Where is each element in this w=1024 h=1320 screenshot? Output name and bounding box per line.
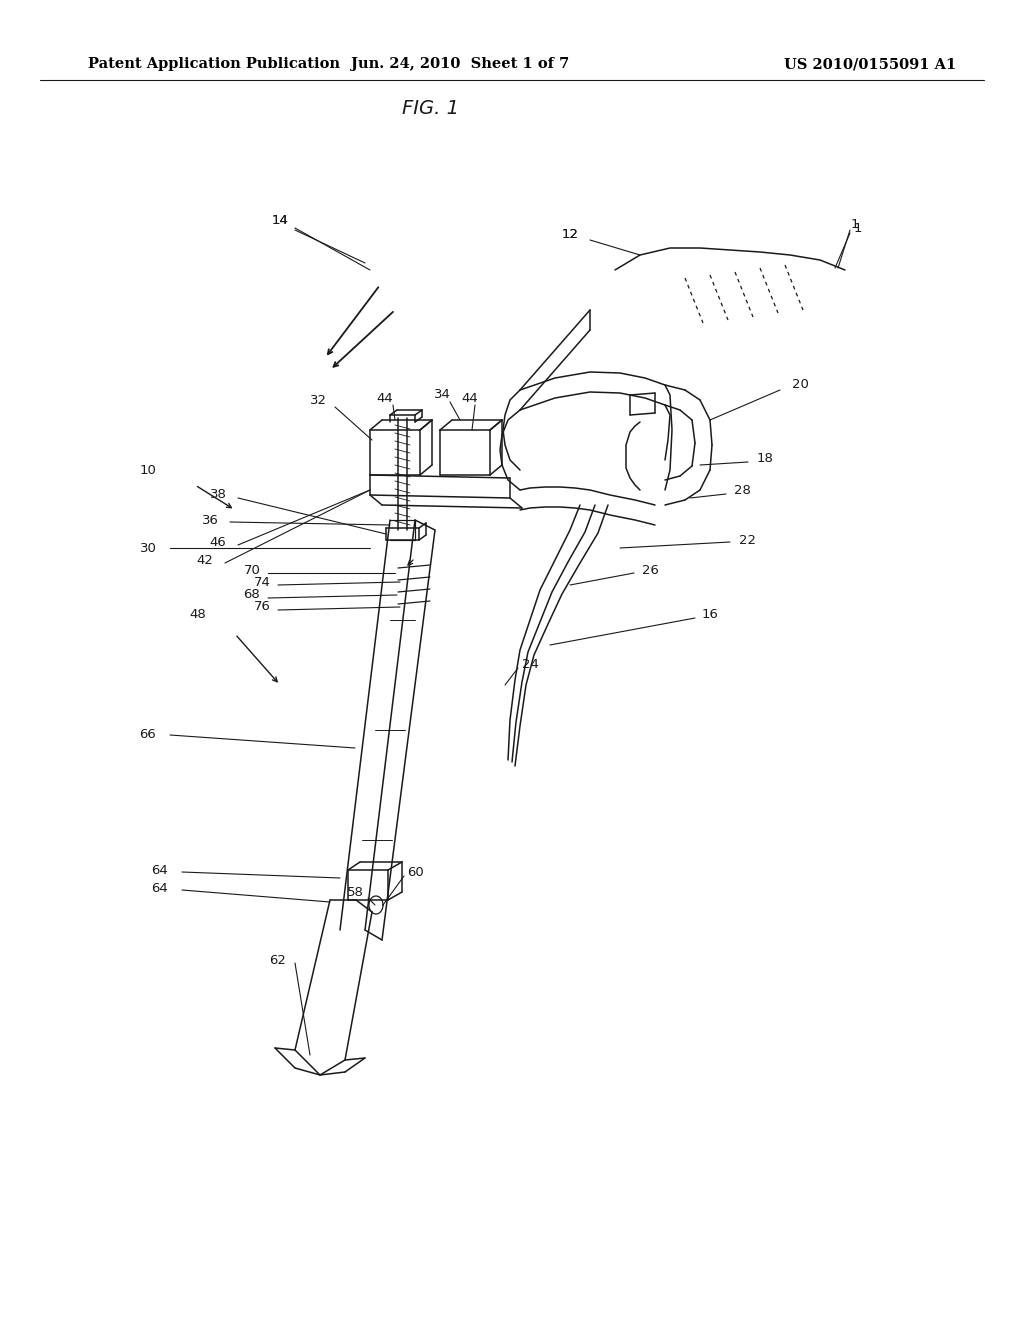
Text: 58: 58 [346, 886, 364, 899]
Text: 32: 32 [309, 393, 327, 407]
Text: 66: 66 [139, 729, 157, 742]
Text: 74: 74 [254, 576, 270, 589]
Text: 64: 64 [152, 882, 168, 895]
Text: 20: 20 [792, 379, 808, 392]
Text: 14: 14 [271, 214, 289, 227]
Text: 24: 24 [521, 659, 539, 672]
Text: 36: 36 [202, 513, 218, 527]
Text: 76: 76 [254, 601, 270, 614]
Text: 12: 12 [561, 228, 579, 242]
Text: 18: 18 [757, 451, 773, 465]
Text: 68: 68 [244, 589, 260, 602]
Text: 1: 1 [851, 219, 859, 231]
Text: 38: 38 [210, 488, 226, 502]
Text: 30: 30 [139, 541, 157, 554]
Text: 62: 62 [269, 953, 287, 966]
Text: 34: 34 [433, 388, 451, 401]
Text: 48: 48 [189, 607, 207, 620]
Text: 22: 22 [739, 533, 757, 546]
Text: 44: 44 [377, 392, 393, 404]
Text: Patent Application Publication: Patent Application Publication [88, 57, 340, 71]
Text: 26: 26 [642, 564, 658, 577]
Text: 70: 70 [244, 564, 260, 577]
Text: US 2010/0155091 A1: US 2010/0155091 A1 [784, 57, 956, 71]
Text: 1: 1 [854, 222, 862, 235]
Text: 28: 28 [733, 483, 751, 496]
Text: 10: 10 [139, 463, 157, 477]
Text: 42: 42 [197, 553, 213, 566]
Text: 16: 16 [701, 609, 719, 622]
Text: 46: 46 [210, 536, 226, 549]
Text: Jun. 24, 2010  Sheet 1 of 7: Jun. 24, 2010 Sheet 1 of 7 [351, 57, 569, 71]
Text: 60: 60 [407, 866, 423, 879]
Text: 12: 12 [561, 228, 579, 242]
Text: FIG. 1: FIG. 1 [401, 99, 459, 117]
Text: 14: 14 [271, 214, 289, 227]
Text: 44: 44 [462, 392, 478, 404]
Text: 64: 64 [152, 863, 168, 876]
